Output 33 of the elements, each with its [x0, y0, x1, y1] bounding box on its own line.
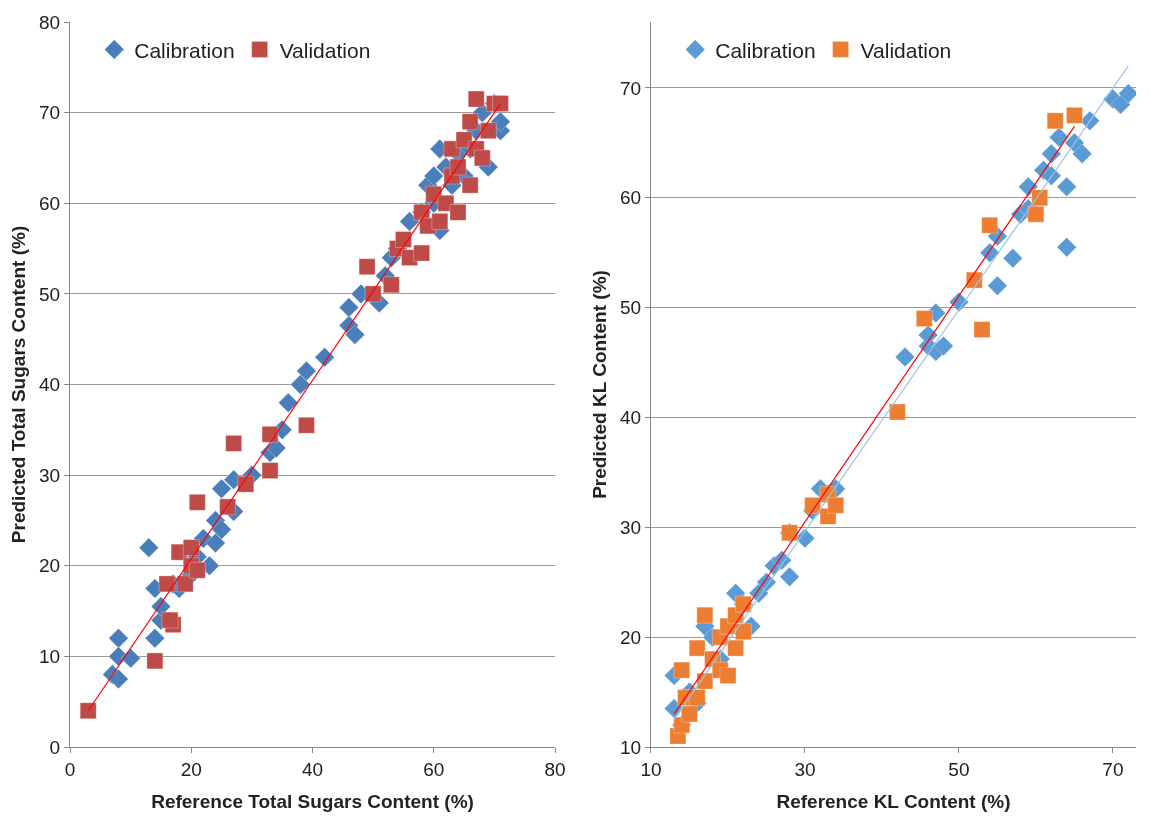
- y-tick-label: 30: [620, 516, 642, 538]
- y-tick-label: 70: [39, 102, 61, 124]
- x-tick-label: 50: [948, 758, 970, 780]
- x-tick-label: 30: [794, 758, 816, 780]
- x-tick-label: 0: [64, 758, 76, 780]
- y-tick-label: 80: [39, 11, 61, 33]
- y-axis-title: Predicted Total Sugars Content (%): [7, 225, 29, 544]
- y-tick-label: 30: [39, 464, 61, 486]
- legend-label: Validation: [279, 38, 371, 62]
- x-tick-label: 70: [1102, 758, 1124, 780]
- x-tick-label: 40: [301, 758, 324, 780]
- y-tick-label: 60: [39, 192, 61, 214]
- legend-label: Calibration: [715, 38, 816, 62]
- y-tick-label: 50: [39, 283, 61, 305]
- y-tick-label: 50: [620, 297, 642, 319]
- y-tick-label: 0: [49, 736, 61, 758]
- y-tick-label: 60: [620, 187, 642, 209]
- y-axis-title: Predicted KL Content (%): [588, 270, 610, 499]
- legend-label: Validation: [860, 38, 952, 62]
- y-tick-label: 20: [39, 555, 61, 577]
- y-tick-label: 70: [620, 77, 642, 99]
- x-axis-title: Reference Total Sugars Content (%): [151, 790, 474, 812]
- y-tick-label: 40: [39, 374, 61, 396]
- y-tick-label: 10: [39, 646, 61, 668]
- x-tick-label: 80: [544, 758, 566, 780]
- x-tick-label: 10: [640, 758, 662, 780]
- y-tick-label: 20: [620, 626, 642, 648]
- x-tick-label: 20: [180, 758, 202, 780]
- y-tick-label: 10: [620, 736, 642, 758]
- x-axis-title: Reference KL Content (%): [776, 790, 1011, 812]
- x-tick-label: 60: [423, 758, 445, 780]
- legend-label: Calibration: [134, 38, 235, 62]
- y-tick-label: 40: [620, 407, 642, 429]
